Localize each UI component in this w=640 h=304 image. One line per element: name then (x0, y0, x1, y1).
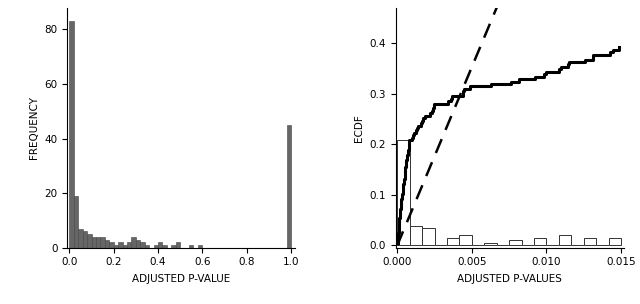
Bar (410, 226, 422, 245)
Bar (154, 245, 158, 248)
Bar (78, 229, 83, 248)
Bar (87, 234, 92, 248)
Bar (131, 237, 136, 248)
Bar (163, 245, 167, 248)
Bar (172, 245, 176, 248)
Bar (509, 240, 522, 245)
Bar (422, 228, 435, 245)
Bar (189, 245, 193, 248)
Bar (127, 242, 131, 248)
Bar (123, 245, 127, 248)
Bar (559, 236, 572, 245)
X-axis label: ADJUSTED P-VALUE: ADJUSTED P-VALUE (132, 275, 230, 285)
Bar (397, 140, 410, 245)
X-axis label: ADJUSTED P-VALUES: ADJUSTED P-VALUES (458, 275, 563, 285)
Bar (109, 242, 114, 248)
Bar (145, 245, 149, 248)
Bar (460, 236, 472, 245)
Bar (484, 243, 497, 245)
Bar (96, 237, 100, 248)
Bar (584, 238, 596, 245)
Bar (83, 231, 87, 248)
Bar (118, 242, 123, 248)
Bar (69, 21, 74, 248)
Bar (114, 245, 118, 248)
Bar (92, 237, 96, 248)
Bar (74, 196, 78, 248)
Bar (609, 238, 621, 245)
Bar (140, 242, 145, 248)
Bar (287, 125, 291, 248)
Y-axis label: ECDF: ECDF (354, 114, 364, 142)
Bar (176, 242, 180, 248)
Bar (100, 237, 105, 248)
Bar (136, 240, 140, 248)
Bar (534, 238, 547, 245)
Bar (158, 242, 163, 248)
Bar (105, 240, 109, 248)
Bar (198, 245, 202, 248)
Y-axis label: FREQUENCY: FREQUENCY (29, 96, 39, 159)
Bar (447, 238, 460, 245)
